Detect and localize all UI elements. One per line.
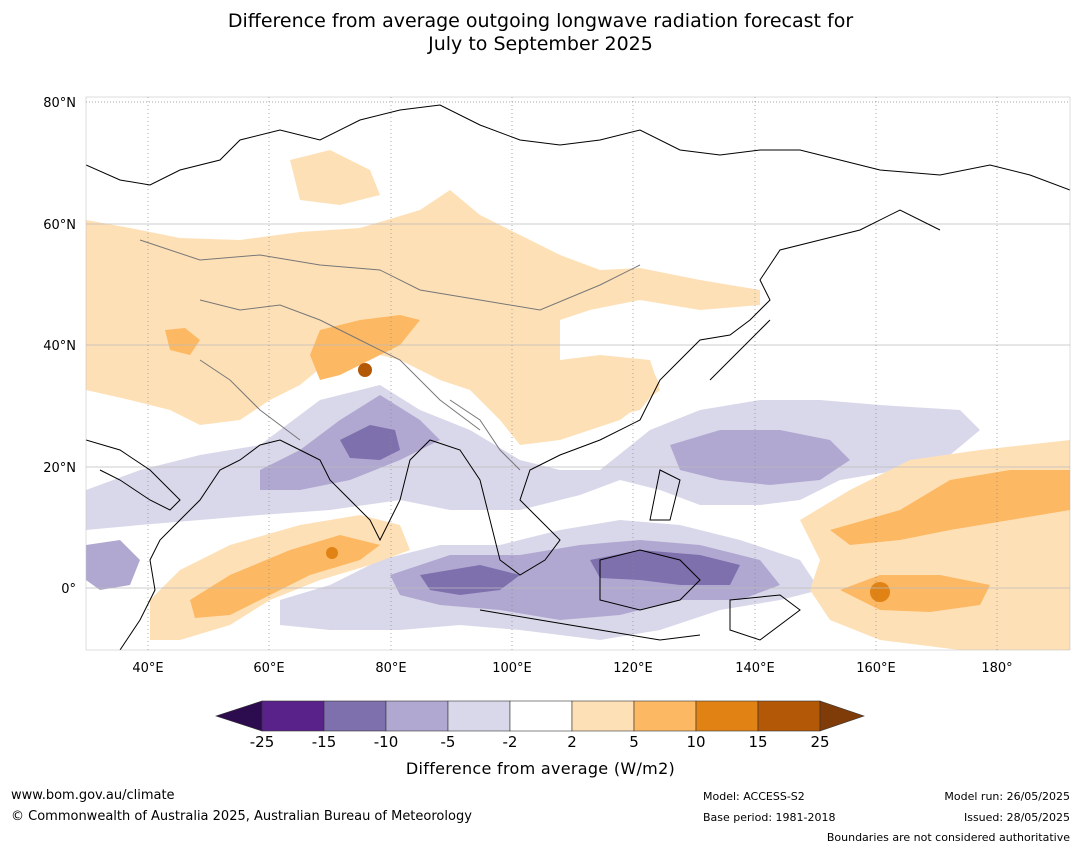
- colorbar-tick-label: 15: [748, 733, 768, 751]
- map-frame: [85, 96, 1071, 651]
- colorbar-segment: [633, 700, 697, 732]
- lat-label-60: 60°N: [43, 218, 76, 233]
- colorbar-tick-label: 2: [567, 733, 577, 751]
- latitude-labels: 80°N 60°N 40°N 20°N 0°: [43, 96, 76, 597]
- anomaly-positive-asia: [86, 190, 760, 445]
- colorbar-tick-label: 25: [810, 733, 830, 751]
- colorbar-segment: [757, 700, 821, 732]
- colorbar-tick-label: -5: [440, 733, 456, 751]
- lon-label-60e: 60°E: [253, 661, 284, 676]
- footer-copyright: © Commonwealth of Australia 2025, Austra…: [11, 809, 472, 824]
- footer-model: Model: ACCESS-S2: [703, 790, 805, 803]
- anomaly-negative-africa: [86, 540, 140, 590]
- anomaly-positive-north: [290, 150, 380, 205]
- footer-model-run: Model run: 26/05/2025: [944, 790, 1070, 803]
- lon-label-160e: 160°E: [856, 661, 896, 676]
- colorbar-tick-label: -10: [373, 733, 399, 751]
- colorbar-tick-label: -2: [502, 733, 518, 751]
- footer-website: www.bom.gov.au/climate: [11, 788, 175, 803]
- colorbar-arrow-high: [819, 700, 865, 732]
- lat-label-40: 40°N: [43, 339, 76, 354]
- anomaly-negative-india-core: [340, 425, 400, 460]
- colorbar-segment: [261, 700, 325, 732]
- colorbar: [215, 700, 865, 732]
- colorbar-segment: [695, 700, 759, 732]
- footer-issued: Issued: 28/05/2025: [963, 811, 1070, 824]
- colorbar-title: Difference from average (W/m2): [405, 759, 676, 778]
- lon-label-40e: 40°E: [132, 661, 163, 676]
- anomaly-negative-indian-band: [86, 385, 980, 530]
- colorbar-segment: [323, 700, 387, 732]
- coastlines: [86, 104, 1070, 650]
- colorbar-segment: [509, 700, 573, 732]
- footer-disclaimer: Boundaries are not considered authoritat…: [826, 831, 1070, 844]
- colorbar-tick-label: 10: [686, 733, 706, 751]
- lon-label-120e: 120°E: [613, 661, 653, 676]
- map-gridlines: [86, 97, 1070, 650]
- colorbar-tick-label: -25: [249, 733, 275, 751]
- anomaly-positive-central: [310, 315, 420, 380]
- anomaly-negative-pacific-mid: [670, 430, 850, 485]
- chart-title-line1: Difference from average outgoing longwav…: [227, 10, 854, 32]
- lon-label-80e: 80°E: [375, 661, 406, 676]
- lat-label-20: 20°N: [43, 461, 76, 476]
- anomaly-peak-pacific: [870, 582, 890, 602]
- anomaly-negative-maritime-core: [420, 550, 740, 595]
- lon-label-180: 180°: [981, 661, 1012, 676]
- chart-title-line2: July to September 2025: [428, 33, 653, 55]
- lon-label-100e: 100°E: [492, 661, 532, 676]
- lat-label-0: 0°: [61, 582, 76, 597]
- anomaly-peak-indian-ocean: [326, 547, 338, 559]
- anomaly-field: [86, 150, 1070, 650]
- anomaly-peak-tibet: [358, 363, 372, 377]
- anomaly-positive-caspian: [165, 328, 200, 355]
- anomaly-positive-pacific-mid: [830, 470, 1070, 612]
- colorbar-segment: [385, 700, 449, 732]
- anomaly-positive-japan: [530, 360, 660, 420]
- lon-label-140e: 140°E: [735, 661, 775, 676]
- colorbar-segment: [571, 700, 635, 732]
- country-borders: [139, 239, 641, 471]
- lat-label-80: 80°N: [43, 96, 76, 111]
- longitude-labels: 40°E 60°E 80°E 100°E 120°E 140°E 160°E 1…: [132, 661, 1012, 676]
- colorbar-segment: [447, 700, 511, 732]
- footer-base-period: Base period: 1981-2018: [703, 811, 836, 824]
- colorbar-tick-label: -15: [311, 733, 337, 751]
- colorbar-tick-label: 5: [629, 733, 639, 751]
- colorbar-arrow-low: [215, 700, 263, 732]
